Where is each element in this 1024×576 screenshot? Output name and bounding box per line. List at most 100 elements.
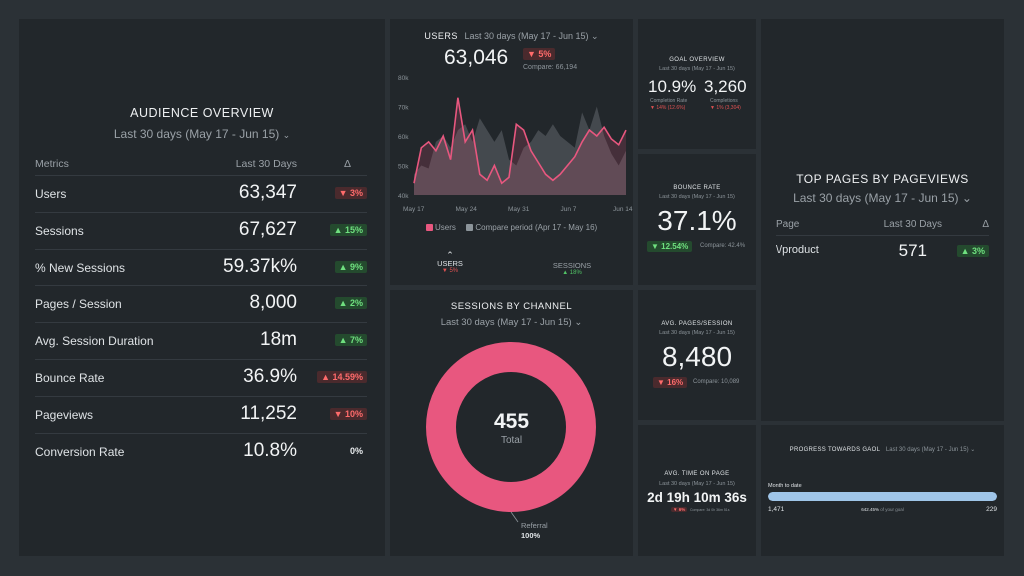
progress-label: Month to date [768, 483, 802, 489]
users-chart: 80k 70k 60k 50k 40k May 17 May 24 May 31 Jun 7 Ju… [398, 75, 633, 213]
progress-track [768, 492, 997, 501]
x-tick-label: Jun 7 [561, 206, 577, 213]
metric-value: 63,347 [238, 182, 297, 203]
table-row: Sessions 67,627 ▲ 15% [35, 211, 367, 249]
goal-completions: 3,260 [704, 77, 747, 96]
time-delta-badge: ▼ 6% [671, 507, 688, 512]
channel-title: SESSIONS BY CHANNEL [450, 301, 573, 312]
bounce-period[interactable]: Last 30 days (May 17 - Jun 15) [659, 194, 735, 200]
metric-value: 36.9% [243, 366, 297, 387]
avg-pages-session-panel: AVG. PAGES/SESSION Last 30 days (May 17 … [638, 290, 756, 420]
metric-label: Pageviews [35, 407, 94, 422]
users-delta-badge: ▼ 5% [523, 48, 556, 60]
bounce-rate-panel: BOUNCE RATE Last 30 days (May 17 - Jun 1… [638, 154, 756, 285]
users-header: USERS Last 30 days (May 17 - Jun 15) ⌄ [390, 31, 633, 42]
metric-delta-badge: ▼ 3% [334, 187, 367, 199]
pages-value: 8,480 [661, 341, 733, 372]
header-metrics: Metrics [35, 158, 69, 170]
metric-delta-badge: ▼ 10% [329, 407, 367, 420]
pages-title: AVG. PAGES/SESSION [661, 321, 733, 327]
chevron-down-icon[interactable]: ⌄ [591, 31, 599, 41]
table-row: % New Sessions 59.37k% ▲ 9% [35, 248, 367, 286]
channel-period-selector[interactable]: Last 30 days (May 17 - Jun 15) ⌄ [390, 317, 633, 328]
tab-users[interactable]: ⌃ USERS ▼ 5% [420, 250, 480, 275]
series-area [414, 97, 626, 195]
legend-users-checkbox[interactable] [425, 224, 433, 232]
x-tick-label: Jun 14 [613, 206, 633, 213]
table-row: Users 63,347 ▼ 3% [35, 175, 367, 212]
header-period: Last 30 Days [235, 158, 297, 170]
pages-compare: Compare: 10,089 [693, 379, 740, 385]
chevron-up-icon: ⌃ [446, 250, 454, 260]
table-row[interactable]: \/product 571 ▲ 3% [776, 241, 989, 263]
bounce-value: 37.1% [657, 205, 737, 236]
progress-goal: 229 [986, 506, 997, 513]
metric-label: Bounce Rate [35, 371, 105, 385]
channel-period: Last 30 days (May 17 - Jun 15) [440, 317, 572, 328]
metric-value: 8,000 [249, 292, 297, 314]
series-area [414, 106, 626, 195]
time-compare: Compare: 3d 0h 36m 51s [690, 508, 730, 512]
chevron-down-icon[interactable]: ⌄ [970, 447, 976, 453]
metric-label: Sessions [35, 223, 84, 238]
y-tick-label: 70k [398, 105, 409, 112]
bounce-delta-badge: ▼ 12.54% [647, 241, 693, 252]
y-tick-label: 60k [398, 134, 409, 141]
progress-pct-value: 642.45% [861, 507, 879, 512]
chevron-down-icon: ⌄ [574, 317, 583, 328]
pages-period[interactable]: Last 30 days (May 17 - Jun 15) [659, 330, 735, 336]
series-line [413, 97, 627, 185]
legend-compare-checkbox[interactable] [466, 224, 474, 232]
goal-period[interactable]: Last 30 days (May 17 - Jun 15) [659, 66, 735, 72]
goal-overview-panel: GOAL OVERVIEW Last 30 days (May 17 - Jun… [638, 19, 756, 149]
bounce-title: BOUNCE RATE [673, 185, 721, 191]
goal-completions-delta: ▼ 1% (3,304) [710, 105, 741, 111]
tab-sessions-delta: ▲ 18% [562, 270, 582, 276]
donut-total-label: Total [500, 435, 523, 446]
audience-title: AUDIENCE OVERVIEW [130, 106, 274, 120]
metric-label: Conversion Rate [35, 444, 125, 459]
progress-current: 1,471 [768, 506, 785, 513]
top-pages-period: Last 30 days (May 17 - Jun 15) [793, 191, 959, 205]
metric-delta-badge: 0% [349, 445, 363, 456]
metric-value: 11,252 [240, 402, 297, 424]
legend-users: Users [435, 223, 456, 232]
page-path[interactable]: \/product [776, 244, 819, 256]
goal-rate: 10.9% [648, 77, 697, 96]
metric-value: 67,627 [238, 218, 297, 240]
x-tick-label: May 31 [508, 206, 530, 213]
metric-label: Pages / Session [35, 297, 122, 312]
users-period[interactable]: Last 30 days (May 17 - Jun 15) [464, 31, 589, 41]
page-value: 571 [898, 241, 927, 260]
goal-rate-delta: ▼ 14% (12.6%) [650, 105, 686, 111]
progress-pct-suffix: of your goal [880, 507, 904, 512]
sessions-by-channel-panel: SESSIONS BY CHANNEL Last 30 days (May 17… [390, 290, 633, 556]
metric-delta-badge: ▲ 15% [329, 223, 367, 236]
top-pages-header: Page Last 30 Days Δ [776, 219, 989, 236]
top-pages-title: TOP PAGES BY PAGEVIEWS [796, 172, 969, 186]
header-delta: Δ [343, 158, 351, 170]
metrics-header: Metrics Last 30 Days Δ [35, 158, 367, 174]
progress-period[interactable]: Last 30 days (May 17 - Jun 15) [885, 447, 969, 453]
metric-delta-badge: ▲ 7% [334, 334, 367, 347]
time-period[interactable]: Last 30 days (May 17 - Jun 15) [659, 481, 735, 487]
metric-label: Users [35, 187, 67, 201]
header-page: Page [776, 219, 800, 230]
users-value: 63,046 [444, 46, 509, 69]
users-title: USERS [424, 31, 458, 41]
top-pages-period-selector[interactable]: Last 30 days (May 17 - Jun 15) ⌄ [761, 191, 1004, 205]
metric-value: 59.37k% [223, 255, 297, 277]
audience-overview-panel: AUDIENCE OVERVIEW Last 30 days (May 17 -… [19, 19, 385, 556]
chart-legend: Users Compare period (Apr 17 - May 16) [390, 223, 633, 232]
metric-delta-badge: ▲ 14.59% [317, 371, 367, 383]
audience-period-selector[interactable]: Last 30 days (May 17 - Jun 15) ⌄ [19, 127, 385, 141]
metric-label: % New Sessions [35, 260, 126, 275]
tab-users-label: USERS [437, 259, 463, 268]
donut-chart [426, 342, 596, 523]
progress-panel: PROGRESS TOWARDS GAOL Last 30 days (May … [761, 425, 1004, 556]
tab-sessions[interactable]: SESSIONS ▲ 18% [542, 261, 602, 276]
progress-fill [768, 492, 997, 501]
donut-slice-referral [426, 342, 596, 512]
page-delta-badge: ▲ 3% [956, 245, 989, 257]
time-value: 2d 19h 10m 36s [647, 490, 747, 505]
